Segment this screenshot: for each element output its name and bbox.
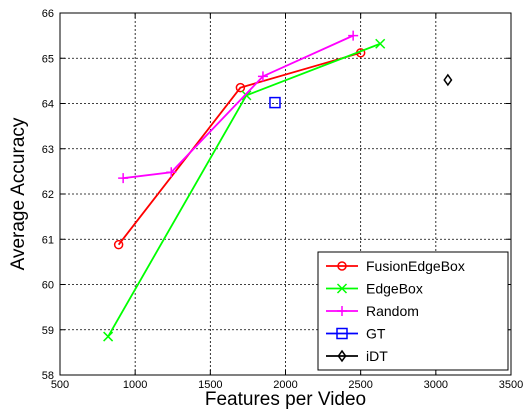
legend-edgebox-marker	[336, 283, 348, 294]
y-tick-label: 60	[42, 280, 54, 292]
x-tick-label: 2000	[273, 379, 297, 391]
random-point	[166, 167, 177, 178]
axis-ticks: 500 1000 1500 2000 2500 3000 3500 58 59 60 61 62 63 6…	[42, 8, 523, 391]
y-tick-label: 62	[42, 189, 54, 201]
legend-idt-label: iDT	[366, 348, 388, 364]
fusionedgebox-line	[117, 51, 361, 246]
legend-fusionedgebox-label: FusionEdgeBox	[366, 258, 465, 274]
legend-gt-label: GT	[366, 326, 386, 342]
fusionedgebox-point	[235, 82, 246, 93]
x-tick-label: 2500	[348, 379, 372, 391]
legend-random-label: Random	[366, 303, 419, 319]
fusionedgebox-point	[113, 239, 124, 250]
legend-idt-marker	[337, 349, 347, 363]
edgebox-point	[241, 90, 252, 101]
x-tick-label: 3000	[424, 379, 448, 391]
series-gt	[269, 96, 281, 109]
x-tick-label: 1000	[123, 379, 147, 391]
gt-point	[269, 96, 281, 109]
legend-edgebox-label: EdgeBox	[366, 281, 423, 297]
legend: FusionEdgeBox EdgeBox Random GT iDT	[317, 251, 509, 371]
plot-series	[103, 30, 453, 342]
y-tick-label: 65	[42, 53, 54, 65]
edgebox-point	[103, 331, 114, 342]
x-tick-label: 1500	[198, 379, 222, 391]
x-axis-label: Features per Video	[205, 389, 366, 410]
y-tick-label: 61	[42, 234, 54, 246]
random-point	[118, 173, 129, 184]
idt-point	[443, 73, 453, 87]
random-line	[123, 34, 354, 180]
series-idt	[443, 73, 453, 87]
x-tick-label: 500	[51, 379, 69, 391]
y-tick-label: 63	[42, 144, 54, 156]
series-random	[118, 30, 359, 184]
y-tick-label: 58	[42, 370, 54, 382]
edgebox-point	[375, 38, 386, 49]
y-tick-label: 64	[42, 99, 54, 111]
legend-random-marker	[337, 306, 347, 316]
y-axis-label: Average Accuracy	[8, 117, 29, 270]
random-point	[348, 30, 359, 41]
legend-fusionedgebox-marker	[337, 261, 347, 271]
x-tick-label: 3500	[499, 379, 523, 391]
random-point	[257, 71, 268, 82]
y-tick-label: 59	[42, 325, 54, 337]
legend-gt-marker	[336, 327, 348, 340]
y-tick-label: 66	[42, 8, 54, 20]
series-edgebox	[103, 38, 386, 342]
